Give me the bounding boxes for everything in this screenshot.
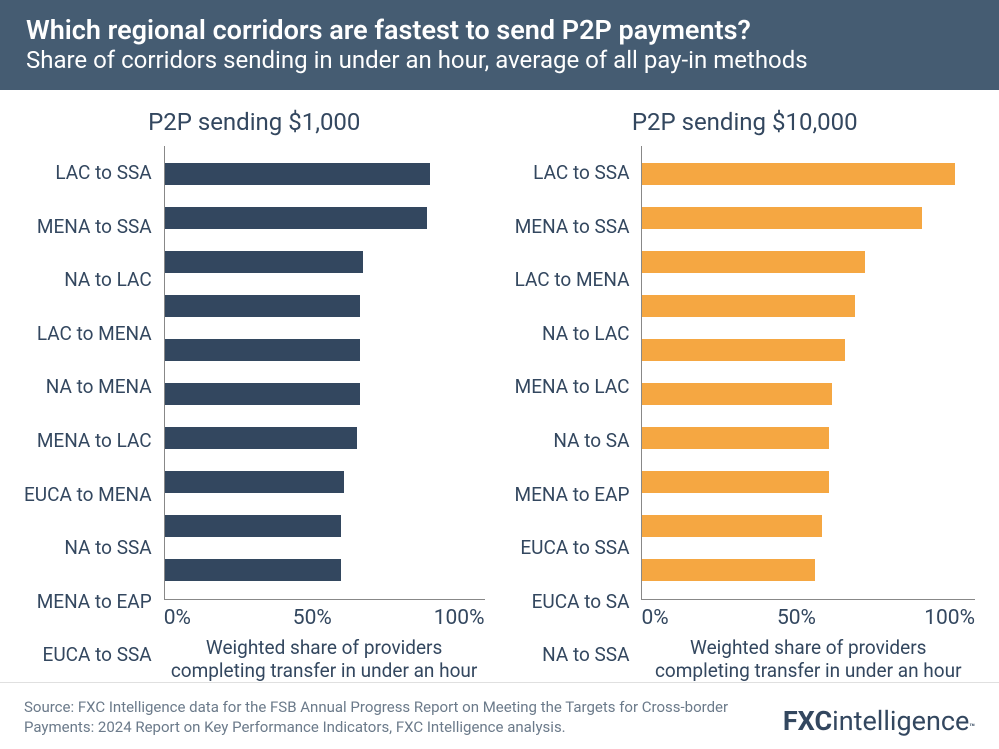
y-label: NA to LAC [515,322,638,345]
bar-row [165,427,485,449]
bar [165,515,341,537]
bar [165,339,360,361]
bar-row [642,207,975,229]
y-label: EUCA to SA [515,590,638,613]
y-label: MENA to EAP [24,590,160,613]
bars-area [164,146,485,600]
x-tick: 50% [293,606,332,630]
chart-container: Which regional corridors are fastest to … [0,0,999,749]
bar-row [642,559,975,581]
y-label: NA to LAC [24,268,160,291]
y-label: LAC to MENA [515,268,638,291]
bar-row [642,471,975,493]
bar [165,163,430,185]
header: Which regional corridors are fastest to … [0,0,999,90]
logo-rest: intelligence [832,705,969,737]
bar [642,207,921,229]
bar-row [642,515,975,537]
y-label: NA to SSA [24,536,160,559]
panel-title: P2P sending $1,000 [24,108,485,136]
bar [642,295,855,317]
source-text: Source: FXC Intelligence data for the FS… [24,697,763,738]
bar [165,559,341,581]
y-labels: LAC to SSA MENA to SSA LAC to MENA NA to LA… [515,146,638,682]
y-label: LAC to SSA [515,161,638,184]
x-axis: 0% 50% 100% [164,606,485,630]
chart-panel: P2P sending $10,000 LAC to SSA MENA to SSA… [515,108,976,682]
bar [165,295,360,317]
x-label: Weighted share of providers completing t… [164,636,485,682]
bar-row [642,383,975,405]
y-label: MENA to LAC [24,429,160,452]
bar [165,251,363,273]
y-label: LAC to SSA [24,161,160,184]
bars-area [641,146,975,600]
bar [642,559,815,581]
y-label: EUCA to MENA [24,483,160,506]
bar-row [642,295,975,317]
x-tick: 0% [641,606,668,630]
y-label: EUCA to SSA [24,643,160,666]
bar-row [165,251,485,273]
chart-panel: P2P sending $1,000 LAC to SSA MENA to SSA N… [24,108,485,682]
y-label: MENA to LAC [515,375,638,398]
logo-tm: ™ [969,723,975,733]
bar [642,163,955,185]
plot-area: LAC to SSA MENA to SSA NA to LAC LAC to MEN… [24,146,485,682]
chart-title: Which regional corridors are fastest to … [26,14,973,46]
bar [642,515,822,537]
x-tick: 100% [434,606,485,630]
y-labels: LAC to SSA MENA to SSA NA to LAC LAC to MEN… [24,146,160,682]
y-label: NA to SSA [515,643,638,666]
y-label: NA to SA [515,429,638,452]
y-label: MENA to SSA [515,215,638,238]
charts-row: P2P sending $1,000 LAC to SSA MENA to SSA N… [0,90,999,682]
bar [165,207,427,229]
y-label: EUCA to SSA [515,536,638,559]
x-axis: 0% 50% 100% [641,606,975,630]
bar-row [165,207,485,229]
x-label: Weighted share of providers completing t… [641,636,975,682]
bar-row [642,251,975,273]
bar [165,383,360,405]
x-tick: 0% [164,606,191,630]
bar [642,251,865,273]
bar [642,383,832,405]
bar-row [642,163,975,185]
footer: Source: FXC Intelligence data for the FS… [0,682,999,749]
bar-row [165,559,485,581]
bar-row [642,427,975,449]
bar-row [165,383,485,405]
x-tick: 50% [777,606,816,630]
logo-bold: FXC [783,705,832,737]
y-label: MENA to SSA [24,215,160,238]
chart-subtitle: Share of corridors sending in under an h… [26,46,973,74]
bar-row [165,471,485,493]
bar [642,427,828,449]
bar [165,471,344,493]
bar-row [165,339,485,361]
bar [642,339,845,361]
bar-row [165,515,485,537]
bar [165,427,357,449]
bar-row [165,295,485,317]
y-label: MENA to EAP [515,483,638,506]
panel-title: P2P sending $10,000 [515,108,976,136]
bar [642,471,828,493]
y-label: LAC to MENA [24,322,160,345]
logo: FXCintelligence™ [783,705,975,737]
plot-area: LAC to SSA MENA to SSA LAC to MENA NA to LA… [515,146,976,682]
x-tick: 100% [924,606,975,630]
bar-row [642,339,975,361]
y-label: NA to MENA [24,375,160,398]
bar-row [165,163,485,185]
